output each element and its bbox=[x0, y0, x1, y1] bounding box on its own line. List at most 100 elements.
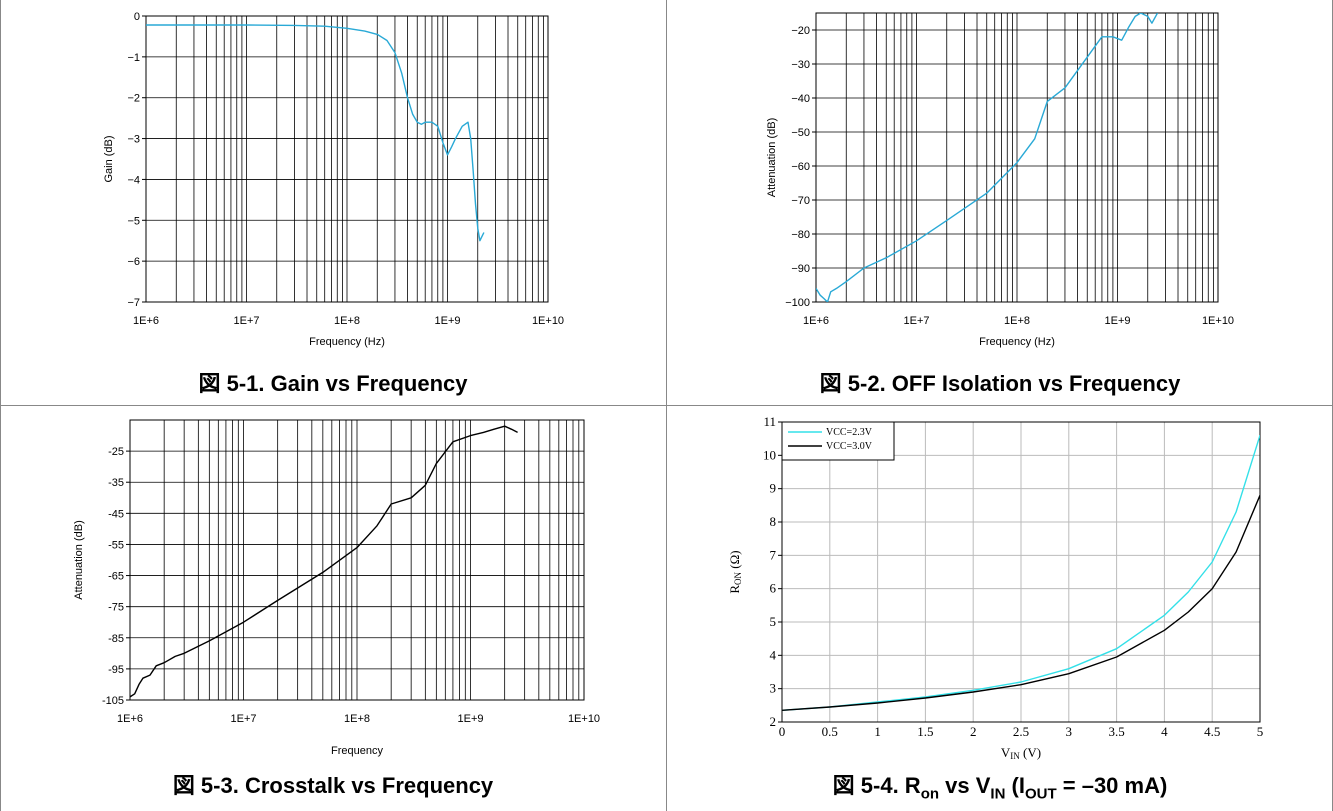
chart-caption: 図 5-1. Gain vs Frequency bbox=[0, 366, 666, 398]
plot-frame bbox=[145, 15, 549, 303]
y-tick-label: −7 bbox=[127, 297, 140, 309]
x-axis-label-sub: IN bbox=[1010, 751, 1020, 761]
y-axis-label-unit: (Ω) bbox=[727, 550, 742, 572]
x-tick-label: 1E+9 bbox=[435, 315, 461, 327]
y-tick-label: -45 bbox=[108, 508, 124, 520]
x-tick-label: 1E+6 bbox=[803, 315, 829, 327]
y-tick-label: −6 bbox=[127, 256, 140, 268]
caption-text: 図 5-3. Crosstalk vs Frequency bbox=[172, 773, 494, 798]
y-tick-label: 5 bbox=[770, 614, 777, 629]
y-tick-label: −3 bbox=[127, 134, 140, 146]
chart-panel-ron: 2 3 4 5 6 7 8 9 10 11 0 0.5 1 1.5 2 2.5 3 3.5 4 4.5 5 VIN (V)… bbox=[667, 406, 1333, 811]
caption-sub-in: IN bbox=[990, 785, 1006, 803]
y-tick-label: −90 bbox=[791, 263, 810, 275]
x-tick-label: 1.5 bbox=[917, 724, 933, 739]
x-tick-label: 1E+10 bbox=[568, 713, 600, 725]
y-tick-label: −50 bbox=[791, 127, 810, 139]
y-axis-label: Attenuation (dB) bbox=[73, 520, 85, 600]
x-axis-label: Frequency (Hz) bbox=[309, 336, 385, 348]
gain-chart: 0 −1 −2 −3 −4 −5 −6 −7 1E+6 1E+7 1E+8 1E+9 1E+10 Freq… bbox=[103, 11, 564, 348]
x-tick-label: 1E+8 bbox=[344, 713, 370, 725]
series-line-1 bbox=[130, 425, 518, 698]
x-tick-label: 1E+8 bbox=[334, 315, 360, 327]
legend-label: VCC=3.0V bbox=[826, 441, 873, 452]
y-tick-label: 10 bbox=[763, 447, 776, 462]
chart-caption: 図 5-3. Crosstalk vs Frequency bbox=[0, 768, 666, 800]
x-tick-label: 3.5 bbox=[1108, 724, 1124, 739]
y-tick-label: −60 bbox=[791, 161, 810, 173]
x-tick-label: 1E+7 bbox=[904, 315, 930, 327]
plot-frame bbox=[781, 421, 1261, 723]
caption-sub-out: OUT bbox=[1024, 785, 1057, 803]
x-tick-label: 2.5 bbox=[1013, 724, 1029, 739]
plot-frame bbox=[815, 12, 1219, 303]
y-tick-label: −30 bbox=[791, 59, 810, 71]
x-tick-label: 1E+6 bbox=[133, 315, 159, 327]
x-axis-label: Frequency (Hz) bbox=[979, 336, 1055, 348]
chart-caption: 図 5-2. OFF Isolation vs Frequency bbox=[667, 366, 1333, 398]
y-tick-label: −70 bbox=[791, 195, 810, 207]
y-tick-label: 4 bbox=[770, 647, 777, 662]
x-tick-label: 1E+7 bbox=[234, 315, 260, 327]
chart-panel-gain: 0 −1 −2 −3 −4 −5 −6 −7 1E+6 1E+7 1E+8 1E+9 1E+10 Freq… bbox=[0, 0, 666, 405]
y-tick-label: -75 bbox=[108, 602, 124, 614]
x-tick-label: 1E+7 bbox=[231, 713, 257, 725]
y-tick-label: -35 bbox=[108, 477, 124, 489]
chart-caption: 図 5-4. Ron vs VIN (IOUT = –30 mA) bbox=[667, 768, 1333, 802]
x-tick-label: 2 bbox=[970, 724, 977, 739]
y-tick-label: 8 bbox=[770, 514, 777, 529]
y-tick-label: −2 bbox=[127, 93, 140, 105]
series-line-1 bbox=[782, 435, 1260, 711]
y-tick-label: 11 bbox=[763, 414, 776, 429]
caption-lp: (I bbox=[1005, 773, 1025, 798]
caption-text: 図 5-2. OFF Isolation vs Frequency bbox=[819, 371, 1181, 396]
series-line-2 bbox=[782, 495, 1260, 711]
x-axis-label: Frequency bbox=[331, 745, 383, 757]
y-tick-label: 9 bbox=[770, 481, 777, 496]
x-tick-label: 1 bbox=[874, 724, 881, 739]
series-line-1 bbox=[816, 13, 1159, 302]
y-tick-label: -105 bbox=[102, 695, 124, 707]
y-tick-label: −100 bbox=[785, 297, 810, 309]
caption-rest: = –30 mA) bbox=[1056, 773, 1168, 798]
x-axis-label-unit: (V) bbox=[1020, 745, 1041, 760]
caption-text: 図 5-1. Gain vs Frequency bbox=[198, 371, 468, 396]
x-tick-label: 1E+9 bbox=[1105, 315, 1131, 327]
x-axis-label: VIN (V) bbox=[1001, 745, 1041, 761]
legend-label: VCC=2.3V bbox=[826, 427, 873, 438]
x-tick-label: 0 bbox=[779, 724, 786, 739]
y-tick-label: -25 bbox=[108, 446, 124, 458]
y-tick-label: −5 bbox=[127, 215, 140, 227]
x-tick-label: 0.5 bbox=[822, 724, 838, 739]
x-tick-label: 5 bbox=[1257, 724, 1264, 739]
y-axis-label-sub: ON bbox=[733, 571, 743, 584]
chart-panel-crosstalk: -25 -35 -45 -55 -65 -75 -85 -95 -105 1E+6 1E+7 1E+8… bbox=[0, 406, 666, 811]
y-tick-label: −40 bbox=[791, 93, 810, 105]
series-line-1 bbox=[146, 24, 485, 242]
y-tick-label: −4 bbox=[127, 174, 140, 186]
x-tick-label: 4 bbox=[1161, 724, 1168, 739]
chart-panel-off-isolation: −20 −30 −40 −50 −60 −70 −80 −90 −100 1E+6 1E+7 1E+8… bbox=[667, 0, 1333, 405]
x-tick-label: 1E+10 bbox=[532, 315, 564, 327]
y-tick-label: -85 bbox=[108, 633, 124, 645]
x-tick-label: 3 bbox=[1066, 724, 1073, 739]
y-tick-label: -55 bbox=[108, 539, 124, 551]
y-tick-label: -65 bbox=[108, 571, 124, 583]
y-tick-label: 2 bbox=[770, 714, 777, 729]
y-tick-label: 6 bbox=[770, 581, 777, 596]
y-tick-label: −20 bbox=[791, 25, 810, 37]
caption-text: 図 5-4. R bbox=[832, 773, 921, 798]
y-axis-label: Attenuation (dB) bbox=[766, 118, 778, 198]
x-tick-label: 1E+9 bbox=[458, 713, 484, 725]
crosstalk-chart: -25 -35 -45 -55 -65 -75 -85 -95 -105 1E+6 1E+7 1E+8… bbox=[73, 419, 600, 757]
legend-box bbox=[781, 421, 895, 461]
y-tick-label: −1 bbox=[127, 52, 140, 64]
y-axis-label: RON (Ω) bbox=[727, 550, 743, 593]
x-tick-label: 1E+6 bbox=[117, 713, 143, 725]
y-axis-label: Gain (dB) bbox=[103, 135, 115, 182]
caption-sub-on: on bbox=[920, 785, 940, 803]
caption-vs: vs V bbox=[939, 773, 991, 798]
ron-chart: 2 3 4 5 6 7 8 9 10 11 0 0.5 1 1.5 2 2.5 3 3.5 4 4.5 5 VIN (V)… bbox=[727, 414, 1264, 761]
y-tick-label: −80 bbox=[791, 229, 810, 241]
y-tick-label: 7 bbox=[770, 547, 777, 562]
